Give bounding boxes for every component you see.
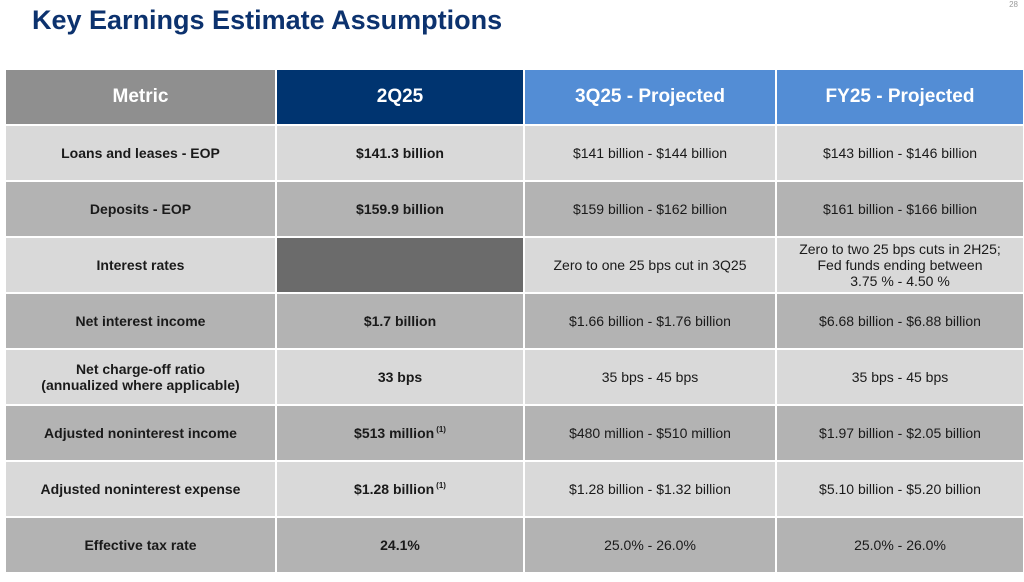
table-row: Net interest income $1.7 billion $1.66 bil…	[4, 292, 1024, 350]
current-2q25-cell: $513 million (1)	[275, 404, 525, 462]
header-2q25: 2Q25	[275, 68, 525, 126]
metric-cell: Deposits - EOP	[4, 180, 277, 238]
projected-fy25-cell: $6.68 billion - $6.88 billion	[775, 292, 1024, 350]
current-2q25-cell: 24.1%	[275, 516, 525, 574]
table-body: Loans and leases - EOP $141.3 billion $141…	[4, 124, 1024, 574]
projected-3q25-cell: $1.66 billion - $1.76 billion	[523, 292, 777, 350]
metric-cell: Loans and leases - EOP	[4, 124, 277, 182]
metric-cell: Interest rates	[4, 236, 277, 294]
projected-fy25-cell: $5.10 billion - $5.20 billion	[775, 460, 1024, 518]
table-row: Adjusted noninterest income $513 million(…	[4, 404, 1024, 462]
header-metric: Metric	[4, 68, 277, 126]
projected-fy25-cell: 25.0% - 26.0%	[775, 516, 1024, 574]
blank-cell	[275, 236, 525, 294]
current-2q25-cell: $1.7 billion	[275, 292, 525, 350]
projected-3q25-cell: $480 million - $510 million	[523, 404, 777, 462]
table-row: Adjusted noninterest expense $1.28 billio…	[4, 460, 1024, 518]
table-row: Interest rates Zero to one 25 bps cut in …	[4, 236, 1024, 294]
current-2q25-cell: 33 bps	[275, 348, 525, 406]
projected-fy25-cell: Zero to two 25 bps cuts in 2H25; Fed fund…	[775, 236, 1024, 294]
header-3q25-projected: 3Q25 - Projected	[523, 68, 777, 126]
footnote-marker: (1)	[436, 425, 446, 434]
current-2q25-cell: $141.3 billion	[275, 124, 525, 182]
metric-cell: Net charge-off ratio (annualized where ap…	[4, 348, 277, 406]
table-row: Effective tax rate 24.1% 25.0% - 26.0% 25.0…	[4, 516, 1024, 574]
metric-cell: Effective tax rate	[4, 516, 277, 574]
projected-3q25-cell: $159 billion - $162 billion	[523, 180, 777, 238]
page-number: 28	[1009, 0, 1018, 9]
projected-fy25-cell: 35 bps - 45 bps	[775, 348, 1024, 406]
table-header-row: Metric 2Q25 3Q25 - Projected FY25 - Proj…	[4, 68, 1024, 126]
current-2q25-cell: $159.9 billion	[275, 180, 525, 238]
current-value: $141.3 billion	[356, 145, 444, 161]
current-value: $1.28 billion	[354, 481, 435, 497]
current-2q25-cell: $1.28 billion (1)	[275, 460, 525, 518]
slide-title: Key Earnings Estimate Assumptions	[32, 5, 503, 35]
current-value: $159.9 billion	[356, 201, 444, 217]
metric-cell: Adjusted noninterest expense	[4, 460, 277, 518]
projected-fy25-cell: $161 billion - $166 billion	[775, 180, 1024, 238]
projected-3q25-cell: 25.0% - 26.0%	[523, 516, 777, 574]
projected-3q25-cell: 35 bps - 45 bps	[523, 348, 777, 406]
projected-3q25-cell: $141 billion - $144 billion	[523, 124, 777, 182]
projected-3q25-cell: $1.28 billion - $1.32 billion	[523, 460, 777, 518]
metric-cell: Adjusted noninterest income	[4, 404, 277, 462]
table-row: Deposits - EOP $159.9 billion $159 billion…	[4, 180, 1024, 238]
current-value: 33 bps	[377, 369, 423, 385]
current-value: $513 million	[354, 425, 435, 441]
table-row: Loans and leases - EOP $141.3 billion $141…	[4, 124, 1024, 182]
projected-3q25-cell: Zero to one 25 bps cut in 3Q25	[523, 236, 777, 294]
footnote-marker: (1)	[436, 481, 446, 490]
projected-fy25-cell: $1.97 billion - $2.05 billion	[775, 404, 1024, 462]
table-row: Net charge-off ratio (annualized where ap…	[4, 348, 1024, 406]
header-fy25-projected: FY25 - Projected	[775, 68, 1024, 126]
metric-cell: Net interest income	[4, 292, 277, 350]
current-value: $1.7 billion	[363, 313, 437, 329]
projected-fy25-cell: $143 billion - $146 billion	[775, 124, 1024, 182]
current-value: 24.1%	[380, 537, 420, 553]
earnings-assumptions-table: Metric 2Q25 3Q25 - Projected FY25 - Proj…	[4, 68, 1024, 574]
